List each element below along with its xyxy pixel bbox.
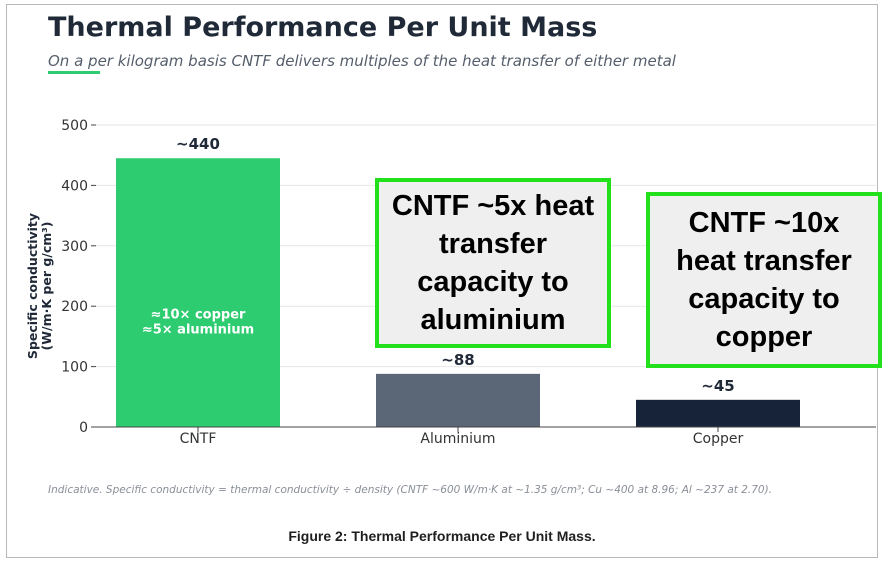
x-tick-label: CNTF bbox=[180, 431, 217, 447]
y-tick-label: 0 bbox=[79, 420, 88, 436]
accent-underline bbox=[48, 71, 100, 74]
bar-value-label: ~45 bbox=[701, 377, 734, 395]
bars bbox=[116, 158, 800, 427]
bar-inner-label: ≈10× copper bbox=[151, 308, 246, 323]
figure-caption: Figure 2: Thermal Performance Per Unit M… bbox=[288, 528, 596, 544]
bar-value-label: ~440 bbox=[176, 135, 220, 153]
callout-copper: CNTF ~10x heat transfer capacity to copp… bbox=[646, 192, 882, 368]
y-tick-label: 500 bbox=[61, 118, 88, 134]
bar-copper bbox=[636, 399, 800, 427]
labels: 0 100 200 300 400 500 ~440 CNTF ≈10× copper≈5× a… bbox=[25, 118, 743, 447]
footnote: Indicative. Specific conductivity = ther… bbox=[48, 484, 773, 496]
y-axis-label: Specific conductivity bbox=[25, 213, 40, 359]
y-tick-label: 400 bbox=[61, 178, 88, 194]
callout-aluminium: CNTF ~5x heat transfer capacity to alumi… bbox=[375, 178, 611, 348]
bar-value-label: ~88 bbox=[441, 351, 474, 369]
y-tick-label: 300 bbox=[61, 239, 88, 255]
x-tick-label: Aluminium bbox=[420, 431, 495, 447]
chart-subtitle: On a per kilogram basis CNTF delivers mu… bbox=[48, 52, 676, 70]
bar-inner-label: ≈5× aluminium bbox=[142, 323, 254, 338]
y-tick-label: 100 bbox=[61, 360, 88, 376]
bar-aluminium bbox=[376, 373, 540, 427]
chart-title: Thermal Performance Per Unit Mass bbox=[48, 12, 598, 43]
x-tick-label: Copper bbox=[693, 431, 744, 447]
y-tick-label: 200 bbox=[61, 299, 88, 315]
axes bbox=[91, 124, 876, 432]
y-axis-label: (W/m·K per g/cm³) bbox=[39, 222, 54, 351]
bar-cntf bbox=[116, 158, 280, 427]
